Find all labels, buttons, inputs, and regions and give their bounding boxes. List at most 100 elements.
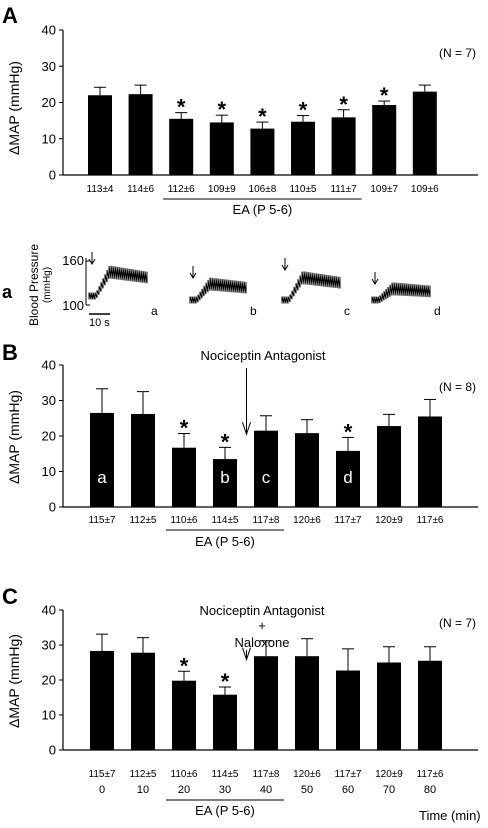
bar-a <box>372 105 397 175</box>
baseline-label-b: 114±5 <box>212 515 239 526</box>
plot-b: 0 10 20 30 40 a 115±7 112±5 * 110±6 * b 114±5 c 117±8 1… <box>42 358 478 549</box>
bar-b <box>336 450 360 507</box>
arrow-head-b <box>242 422 251 436</box>
x-tick-label-c: 30 <box>219 784 231 796</box>
bar-a <box>128 94 153 175</box>
y-tick-label-a: 0 <box>49 168 56 183</box>
trace-arrow-head <box>189 272 197 279</box>
baseline-label-c: 114±5 <box>212 769 239 780</box>
y-tick-label-a: 40 <box>42 23 56 38</box>
plot-c: 0 10 20 30 40 115±7 0 112±5 10 * 110±6 20 * 114±5 30 11… <box>42 603 478 818</box>
trace-waveforms: a b c d <box>85 252 441 318</box>
baseline-label-a: 112±6 <box>168 184 195 195</box>
baseline-label-b: 120±9 <box>375 515 403 526</box>
baseline-label-a: 109±7 <box>370 184 398 195</box>
trace-label: a <box>151 304 158 318</box>
panel-letter-c: C <box>2 584 18 609</box>
bar-c <box>254 656 278 750</box>
ea-label-c: EA (P 5-6) <box>195 803 255 818</box>
ea-label-b: EA (P 5-6) <box>195 534 255 549</box>
y-axis-label-b: ΔMAP (mmHg) <box>6 390 22 484</box>
baseline-label-c: 117±6 <box>417 769 444 780</box>
y-axis-label-a: ΔMAP (mmHg) <box>6 61 22 155</box>
trace-label: b <box>250 304 257 318</box>
x-tick-label-c: 60 <box>342 784 354 796</box>
panel-letter-b: B <box>2 340 18 365</box>
x-tick-label-c: 0 <box>99 784 105 796</box>
y-tick-label-b: 0 <box>49 500 56 515</box>
ea-label-a: EA (P 5-6) <box>233 202 293 217</box>
x-tick-label-c: 80 <box>424 784 436 796</box>
x-tick-label-c: 10 <box>137 784 149 796</box>
trace-label: d <box>434 304 441 318</box>
baseline-label-c: 112±5 <box>130 769 157 780</box>
baseline-label-b: 117±8 <box>253 515 280 526</box>
y-tick-label-b: 30 <box>42 393 56 408</box>
bar-c <box>172 680 196 750</box>
trace-panel-letter: a <box>2 282 13 302</box>
significance-star-a: * <box>299 98 308 123</box>
significance-star-a: * <box>258 104 267 129</box>
blood-pressure-traces: a Blood Pressure (mmHg) 160 100 10 s a b c… <box>2 244 441 329</box>
significance-star-c: * <box>221 669 230 694</box>
y-tick-label-a: 20 <box>42 95 56 110</box>
bar-a <box>250 128 275 175</box>
baseline-label-b: 120±6 <box>293 515 321 526</box>
bar-letter-b: c <box>262 468 271 487</box>
baseline-label-c: 120±6 <box>293 769 321 780</box>
baseline-label-c: 117±8 <box>253 769 280 780</box>
n-label-b: (N = 8) <box>439 380 476 394</box>
significance-star-c: * <box>180 653 189 678</box>
bar-letter-b: b <box>220 468 229 487</box>
x-tick-label-c: 70 <box>383 784 395 796</box>
annotation-c-line1: Nociceptin Antagonist <box>199 603 324 618</box>
bar-a <box>331 117 356 175</box>
annotation-c-line2: + <box>258 618 266 633</box>
n-label-c: (N = 7) <box>439 616 476 630</box>
bar-b <box>418 416 442 507</box>
plot-a: 0 10 20 30 40 113±4 114±6 * 112±6 * 109±9 * 106±8 * 11… <box>42 23 478 217</box>
x-axis-label-c: Time (min) <box>419 808 481 823</box>
y-tick-label-c: 40 <box>42 603 56 618</box>
bar-c <box>131 652 155 750</box>
baseline-label-a: 110±5 <box>290 184 317 195</box>
baseline-label-a: 106±8 <box>249 184 277 195</box>
bar-a <box>291 121 315 175</box>
baseline-label-b: 117±6 <box>417 515 444 526</box>
baseline-label-a: 113±4 <box>87 184 114 195</box>
baseline-label-a: 111±7 <box>330 184 357 195</box>
y-axis-label-c: ΔMAP (mmHg) <box>6 634 22 728</box>
bar-a <box>412 91 437 175</box>
bar-c <box>295 656 319 750</box>
y-tick-label-c: 20 <box>42 673 56 688</box>
baseline-label-a: 114±6 <box>127 184 154 195</box>
baseline-label-c: 120±9 <box>375 769 403 780</box>
bar-b <box>172 447 196 507</box>
significance-star-b: * <box>344 419 353 444</box>
baseline-label-b: 110±6 <box>171 515 198 526</box>
y-tick-label-a: 30 <box>42 59 56 74</box>
x-tick-label-c: 20 <box>178 784 190 796</box>
y-tick-label-a: 10 <box>42 131 56 146</box>
bar-c <box>377 662 401 750</box>
significance-star-b: * <box>180 416 189 441</box>
baseline-label-a: 109±9 <box>208 184 236 195</box>
bar-a <box>209 122 234 175</box>
panel-letter-a: A <box>2 3 18 28</box>
panel-b: B (N = 8) ΔMAP (mmHg) Nociceptin Antagon… <box>2 340 478 549</box>
annotation-c-line3: Naloxone <box>235 635 290 650</box>
trace-waveform <box>88 265 148 300</box>
baseline-label-c: 117±7 <box>335 769 362 780</box>
trace-tick-100: 100 <box>62 298 84 313</box>
significance-star-a: * <box>218 97 227 122</box>
y-tick-label-b: 20 <box>42 429 56 444</box>
bar-letter-b: a <box>97 468 107 487</box>
trace-tick-160: 160 <box>62 253 84 268</box>
trace-scale-bar-label: 10 s <box>89 317 110 329</box>
baseline-label-c: 115±7 <box>89 769 116 780</box>
trace-arrow-head <box>281 264 289 271</box>
arrow-head-c <box>242 647 251 662</box>
bar-b <box>295 433 319 507</box>
bar-b <box>131 413 155 507</box>
